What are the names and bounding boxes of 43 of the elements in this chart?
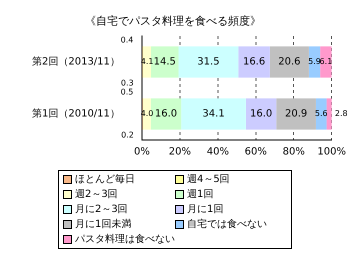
legend-label: ほとんど毎日 bbox=[75, 173, 135, 186]
legend-label: 月に2～3回 bbox=[75, 203, 128, 216]
data-label: 14.5 bbox=[154, 56, 176, 68]
bar bbox=[320, 46, 332, 78]
data-label: 16.6 bbox=[242, 56, 266, 68]
bar bbox=[178, 46, 238, 78]
data-label: 0.4 bbox=[120, 35, 134, 44]
legend-label: パスタ料理は食べない bbox=[75, 233, 175, 246]
data-label: 20.9 bbox=[284, 108, 308, 120]
bar bbox=[276, 98, 316, 130]
y-tick-label: 第2回（2013/11） bbox=[32, 56, 120, 68]
data-label: 0.5 bbox=[120, 87, 134, 96]
bar bbox=[181, 98, 246, 130]
data-label: 2.8 bbox=[334, 109, 348, 118]
x-tick-label: 100% bbox=[317, 146, 346, 158]
x-tick-label: 0% bbox=[134, 146, 150, 158]
data-label: 0.2 bbox=[121, 130, 134, 140]
data-label: 5.9 bbox=[308, 57, 321, 66]
bar bbox=[270, 46, 309, 78]
y-tick-label: 第1回（2010/11） bbox=[32, 108, 120, 120]
legend-label: 月に1回未満 bbox=[75, 218, 132, 231]
legend-label: 週1回 bbox=[187, 188, 214, 201]
x-tick-label: 20% bbox=[168, 146, 191, 158]
data-label: 34.1 bbox=[202, 108, 225, 120]
data-label: 20.6 bbox=[278, 56, 301, 68]
x-tick-label: 80% bbox=[282, 146, 305, 158]
data-label: 16.0 bbox=[154, 108, 178, 120]
data-label: 16.0 bbox=[250, 108, 272, 120]
x-tick-label: 40% bbox=[206, 146, 229, 158]
x-tick-label: 60% bbox=[244, 146, 267, 158]
data-label: 31.5 bbox=[197, 56, 220, 68]
legend-label: 週4～5回 bbox=[187, 173, 230, 186]
data-label: 6.1 bbox=[320, 57, 332, 66]
data-label: 0.3 bbox=[120, 78, 134, 88]
bar bbox=[238, 46, 270, 78]
data-label: 5.6 bbox=[314, 109, 328, 118]
legend-label: 月に1回 bbox=[187, 203, 224, 216]
legend-label: 週2～3回 bbox=[75, 188, 118, 201]
bar bbox=[246, 98, 276, 130]
legend-label: 自宅では食べない bbox=[187, 218, 267, 231]
bar bbox=[151, 46, 179, 78]
chart-title: 《自宅でパスタ料理を食べる頻度》 bbox=[85, 14, 261, 28]
bar bbox=[326, 98, 332, 130]
